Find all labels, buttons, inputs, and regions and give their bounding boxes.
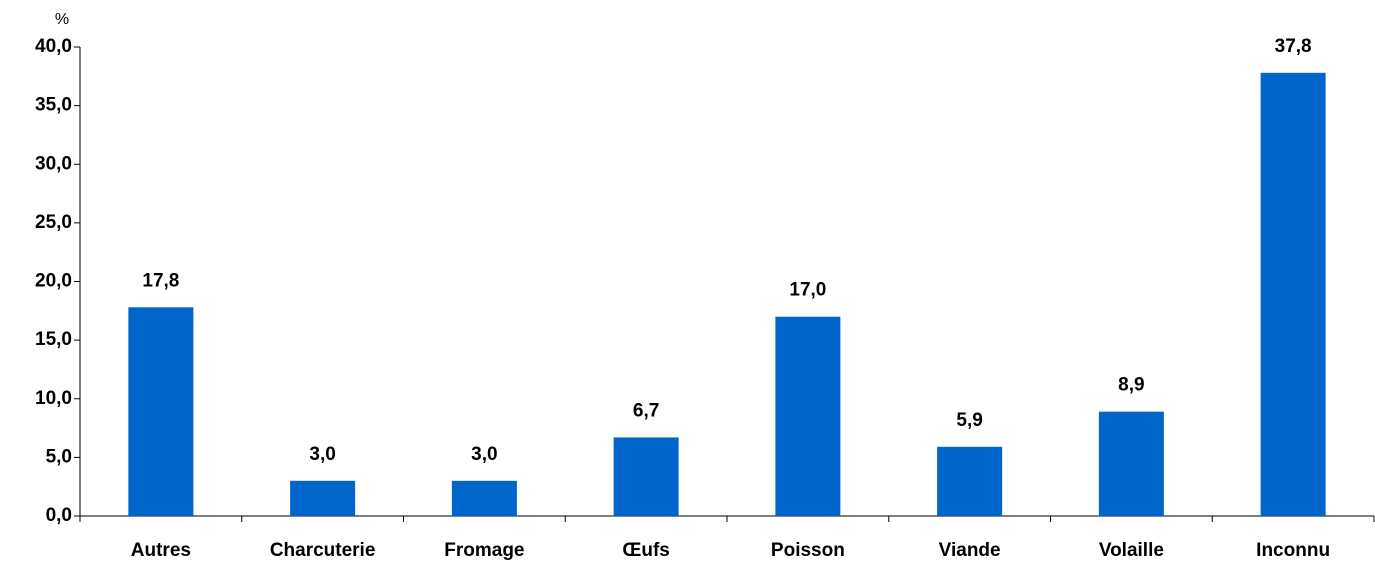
bar — [775, 316, 841, 516]
y-tick-label: 20,0 — [35, 271, 72, 292]
x-tick-label: Viande — [939, 540, 1001, 561]
bar — [613, 437, 679, 516]
y-tick-label: 40,0 — [35, 36, 72, 57]
y-tick-label: 10,0 — [35, 388, 72, 409]
x-tick-label: Œufs — [622, 540, 670, 561]
data-label: 5,9 — [956, 410, 982, 431]
y-tick-label: 5,0 — [46, 446, 72, 467]
y-tick-label: 35,0 — [35, 95, 72, 116]
y-tick-label: 30,0 — [35, 153, 72, 174]
bar — [290, 480, 356, 516]
data-label: 3,0 — [471, 444, 497, 465]
bar — [1098, 411, 1164, 516]
x-tick-label: Autres — [131, 540, 191, 561]
x-tick-label: Charcuterie — [270, 540, 376, 561]
x-tick-label: Inconnu — [1256, 540, 1330, 561]
data-label: 6,7 — [633, 400, 659, 421]
data-label: 3,0 — [309, 444, 335, 465]
x-tick-label: Fromage — [444, 540, 524, 561]
x-tick-label: Volaille — [1099, 540, 1164, 561]
bar — [937, 446, 1003, 516]
data-label: 37,8 — [1275, 36, 1312, 57]
y-axis-unit: % — [55, 11, 69, 28]
bar — [128, 307, 194, 516]
y-tick-label: 25,0 — [35, 212, 72, 233]
bar — [451, 480, 517, 516]
y-tick-label: 0,0 — [46, 505, 72, 526]
bar — [1260, 72, 1326, 517]
x-tick-label: Poisson — [771, 540, 845, 561]
data-label: 8,9 — [1118, 375, 1144, 396]
data-label: 17,8 — [142, 270, 179, 291]
y-tick-label: 15,0 — [35, 329, 72, 350]
data-label: 17,0 — [789, 280, 826, 301]
